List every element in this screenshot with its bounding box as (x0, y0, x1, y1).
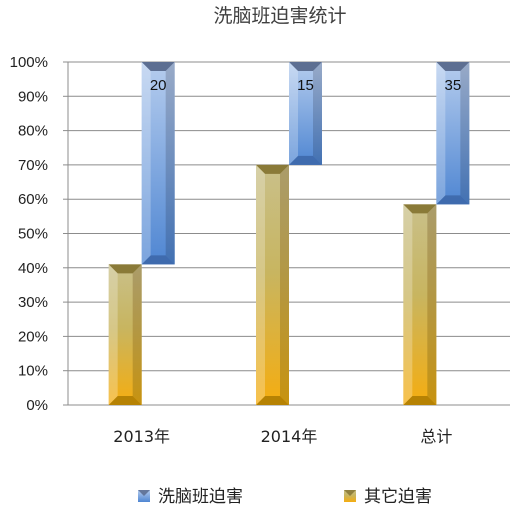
y-tick-label: 70% (18, 157, 48, 174)
legend-swatch-bevel (138, 490, 150, 496)
legend-swatch-bevel (344, 490, 356, 496)
y-axis: 0% 10% 20% 30% 40% 50% 60% 70% 80% 90% 100% (10, 54, 69, 414)
bar-bevel-bottom (141, 255, 175, 265)
legend: 洗脑班迫害 其它迫害 (138, 487, 432, 507)
data-label: 35 (444, 77, 461, 94)
x-tick-label: 总计 (420, 427, 452, 446)
bar-bevel-left (256, 164, 265, 405)
legend-label: 其它迫害 (364, 487, 432, 507)
bar-bevel-left (436, 62, 446, 205)
bar-bevel-bottom (108, 396, 142, 405)
bars: 20 15 35 (108, 62, 470, 405)
legend-item-other: 其它迫害 (344, 487, 432, 507)
bar-bevel-left (141, 62, 151, 265)
bar-bevel-left (289, 62, 298, 165)
legend-item-brainwash: 洗脑班迫害 (138, 487, 243, 507)
bar-bevel-top (108, 264, 142, 274)
bar-bevel-right (427, 204, 437, 405)
bar-brainwash-1: 15 (289, 62, 322, 165)
bar-bevel-bottom (256, 396, 289, 405)
y-tick-label: 80% (18, 123, 48, 140)
bar-bevel-right (280, 164, 289, 405)
y-tick-label: 30% (18, 294, 48, 311)
bar-bevel-bottom (436, 195, 470, 205)
chart-title: 洗脑班迫害统计 (213, 5, 346, 27)
bar-other-2 (403, 204, 437, 405)
bar-bevel-left (403, 204, 413, 405)
y-tick-label: 60% (18, 191, 48, 208)
y-tick-label: 90% (18, 88, 48, 105)
bar-other-1 (256, 164, 289, 405)
bar-brainwash-2: 35 (436, 62, 470, 205)
y-tick-label: 50% (18, 226, 48, 243)
y-tick-label: 20% (18, 328, 48, 345)
bar-bevel-right (165, 62, 175, 265)
bar-bevel-bottom (403, 396, 437, 405)
y-tick-label: 100% (10, 54, 48, 71)
y-tick-label: 10% (18, 363, 48, 380)
bar-bevel-top (256, 164, 289, 174)
x-axis: 2013年 2014年 总计 (113, 427, 452, 446)
x-tick-label: 2014年 (261, 427, 318, 446)
bar-other-0 (108, 264, 142, 405)
bar-bevel-left (108, 264, 118, 405)
data-label: 20 (150, 77, 167, 94)
bar-bevel-right (313, 62, 322, 165)
data-label: 15 (297, 77, 314, 94)
bar-brainwash-0: 20 (141, 62, 175, 265)
bar-bevel-top (403, 204, 437, 214)
x-tick-label: 2013年 (113, 427, 170, 446)
bar-bevel-top (436, 62, 470, 71)
bar-bevel-right (460, 62, 470, 205)
bar-bevel-top (289, 62, 322, 71)
legend-label: 洗脑班迫害 (158, 487, 243, 507)
bar-bevel-bottom (289, 155, 322, 165)
y-tick-label: 40% (18, 260, 48, 277)
y-tick-label: 0% (26, 397, 48, 414)
bar-bevel-top (141, 62, 175, 71)
bar-bevel-right (132, 264, 142, 405)
